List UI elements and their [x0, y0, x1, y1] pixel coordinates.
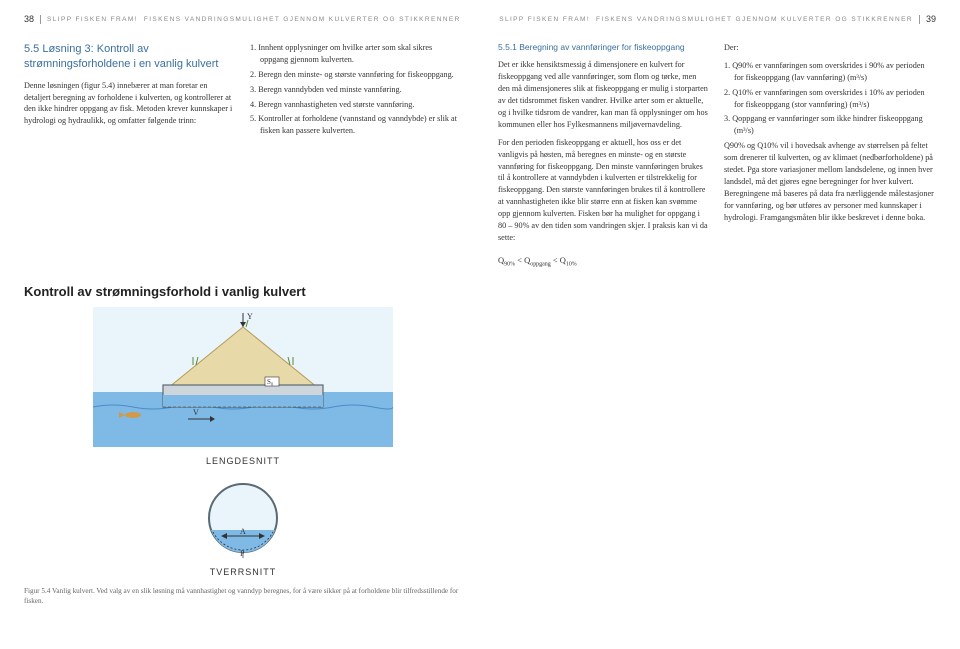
def-item: 3. Qoppgang er vannføringer som ikke hin…	[724, 113, 936, 137]
step-item: 3. Beregn vanndybden ved minste vannføri…	[250, 84, 462, 96]
figure-title: Kontroll av strømningsforhold i vanlig k…	[24, 284, 462, 299]
defs-list: 1. Q90% er vannføringen som overskrides …	[724, 60, 936, 137]
step-item: 4. Beregn vannhastigheten ved største va…	[250, 99, 462, 111]
def-item: 2. Q10% er vannføringen som overskrides …	[724, 87, 936, 111]
subsection-title: 5.5.1 Beregning av vannføringer for fisk…	[498, 42, 710, 53]
page-right: SLIPP FISKEN FRAM! FISKENS VANDRINGSMULI…	[480, 0, 960, 649]
def-item: 1. Q90% er vannføringen som overskrides …	[724, 60, 936, 84]
right-col-1: 5.5.1 Beregning av vannføringer for fisk…	[498, 42, 710, 275]
der-label: Der:	[724, 42, 936, 54]
right-columns: 5.5.1 Beregning av vannføringer for fisk…	[498, 42, 936, 275]
right-col-2: Der: 1. Q90% er vannføringen som overskr…	[724, 42, 936, 275]
left-columns: 5.5 Løsning 3: Kontroll av strømningsfor…	[24, 42, 462, 140]
left-col-1: 5.5 Løsning 3: Kontroll av strømningsfor…	[24, 42, 236, 140]
runhead-main: SLIPP FISKEN FRAM!	[499, 16, 590, 23]
step-item: 1. Innhent opplysninger om hvilke arter …	[250, 42, 462, 66]
steps-list: 1. Innhent opplysninger om hvilke arter …	[250, 42, 462, 137]
runhead-main: SLIPP FISKEN FRAM!	[47, 16, 138, 23]
marker-s0: S₀	[267, 378, 274, 386]
page-left: 38 SLIPP FISKEN FRAM! FISKENS VANDRINGSM…	[0, 0, 480, 649]
left-col-2: 1. Innhent opplysninger om hvilke arter …	[250, 42, 462, 140]
running-head-right: SLIPP FISKEN FRAM! FISKENS VANDRINGSMULI…	[498, 14, 936, 24]
page-number-left: 38	[24, 14, 34, 24]
diagram-cross: A P TVERRSNITT	[183, 478, 303, 577]
marker-a: A	[240, 527, 246, 536]
figure: Kontroll av strømningsforhold i vanlig k…	[24, 270, 462, 606]
body-text: Det er ikke hensiktsmessig å dimensjoner…	[498, 59, 710, 130]
running-head-left: 38 SLIPP FISKEN FRAM! FISKENS VANDRINGSM…	[24, 14, 462, 24]
intro-text: Denne løsningen (figur 5.4) innebærer at…	[24, 80, 236, 128]
page-number-right: 39	[926, 14, 936, 24]
body-text: Q90% og Q10% vil i hovedsak avhenge av s…	[724, 140, 936, 223]
culvert-cross-svg: A P	[183, 478, 303, 558]
marker-y: Y	[247, 312, 253, 321]
marker-v: V	[193, 408, 199, 417]
runhead-sub: FISKENS VANDRINGSMULIGHET GJENNOM KULVER…	[596, 16, 913, 23]
figure-caption: Figur 5.4 Vanlig kulvert. Ved valg av en…	[24, 587, 462, 606]
runhead-sub: FISKENS VANDRINGSMULIGHET GJENNOM KULVER…	[144, 16, 461, 23]
label-cross: TVERRSNITT	[183, 567, 303, 577]
diagram-longitudinal: Y V S₀ LENGDESNITT	[93, 307, 393, 466]
body-text: For den perioden fiskeoppgang er aktuell…	[498, 137, 710, 244]
step-item: 2. Beregn den minste- og største vannfør…	[250, 69, 462, 81]
formula: Q90% < Qoppgang < Q10%	[498, 254, 710, 269]
label-longitudinal: LENGDESNITT	[93, 456, 393, 466]
step-item: 5. Kontroller at forholdene (vannstand o…	[250, 113, 462, 137]
section-title: 5.5 Løsning 3: Kontroll av strømningsfor…	[24, 42, 236, 72]
culvert-long-svg: Y V S₀	[93, 307, 393, 447]
